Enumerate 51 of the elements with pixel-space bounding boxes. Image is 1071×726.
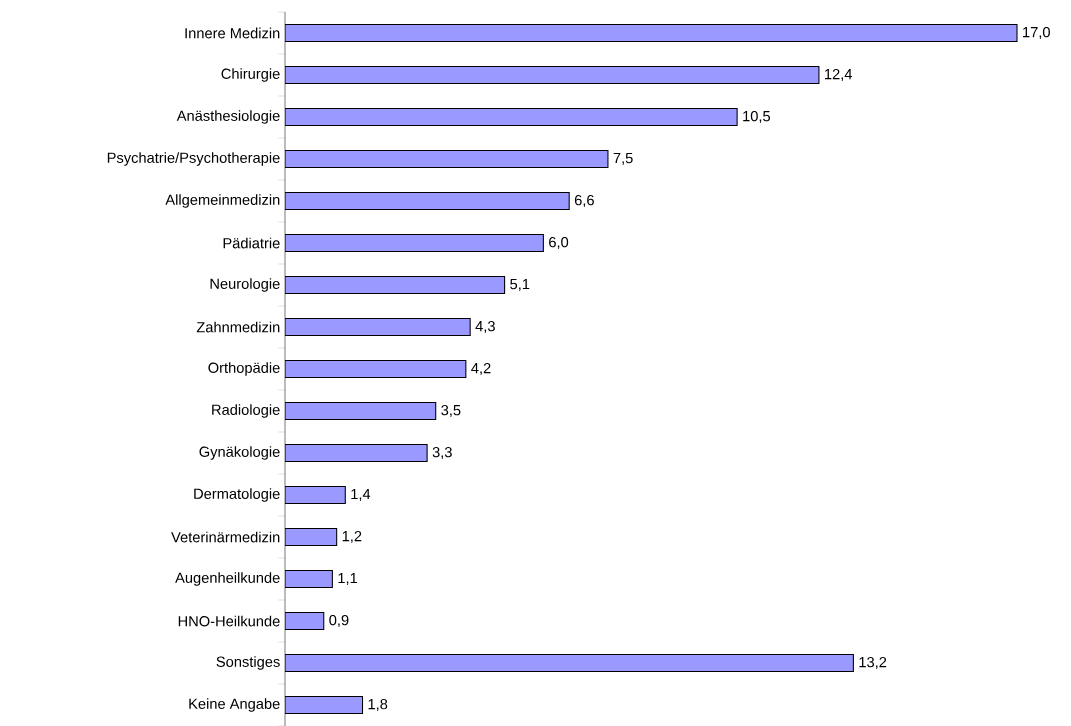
y-tick-label: Gynäkologie [199,446,280,460]
bar [285,401,437,421]
bar [285,275,506,295]
bar [285,65,820,85]
y-tick-label: Chirurgie [221,68,280,82]
bar [285,317,471,337]
data-label: 3,5 [441,404,461,418]
bar [285,695,364,715]
bar [285,233,544,253]
data-label: 1,1 [338,573,358,585]
data-label: 3,3 [432,446,452,460]
data-label: 4,3 [475,320,495,334]
y-tick-label: Dermatologie [194,488,280,502]
y-tick-label: Radiologie [212,404,280,418]
data-label: 1,4 [351,489,371,501]
data-label: 6,6 [574,194,594,208]
bar [285,653,854,673]
data-label: 4,2 [471,362,491,376]
bar [285,485,346,505]
data-label: 12,4 [825,68,853,82]
y-tick-label: Orthopädie [208,362,280,376]
y-tick-label: Psychatrie/Psychotherapie [107,152,280,166]
bar [285,23,1018,43]
bar [285,611,325,631]
y-tick-label: Neurologie [210,278,280,292]
bar [285,569,333,589]
bar [285,191,570,211]
y-tick-label: Augenheilkunde [175,572,280,586]
data-label: 6,0 [549,236,569,250]
data-label: 10,5 [743,110,771,124]
y-tick-label: Keine Angabe [189,698,280,712]
data-label: 13,2 [859,656,887,670]
y-tick-label: HNO-Heilkunde [178,615,280,627]
y-tick-label: Pädiatrie [223,237,280,249]
data-label: 17,0 [1023,26,1050,40]
bar [285,359,467,379]
data-label: 0,9 [329,614,349,628]
data-label: 1,8 [368,698,388,712]
y-tick-label: Allgemeinmedizin [165,194,280,208]
y-tick-label: Sonstiges [216,656,280,670]
data-label: 1,2 [342,530,362,544]
bar [285,527,338,547]
y-tick-label: Zahnmedizin [196,321,280,333]
y-tick-label: Veterinärmedizin [171,531,280,543]
bar [285,149,609,169]
y-tick-label: Anästhesiologie [176,110,280,124]
bar [285,107,738,127]
data-label: 7,5 [613,153,633,165]
data-label: 5,1 [510,279,530,291]
bar [285,443,428,463]
y-tick-label: Innere Medizin [185,27,280,39]
